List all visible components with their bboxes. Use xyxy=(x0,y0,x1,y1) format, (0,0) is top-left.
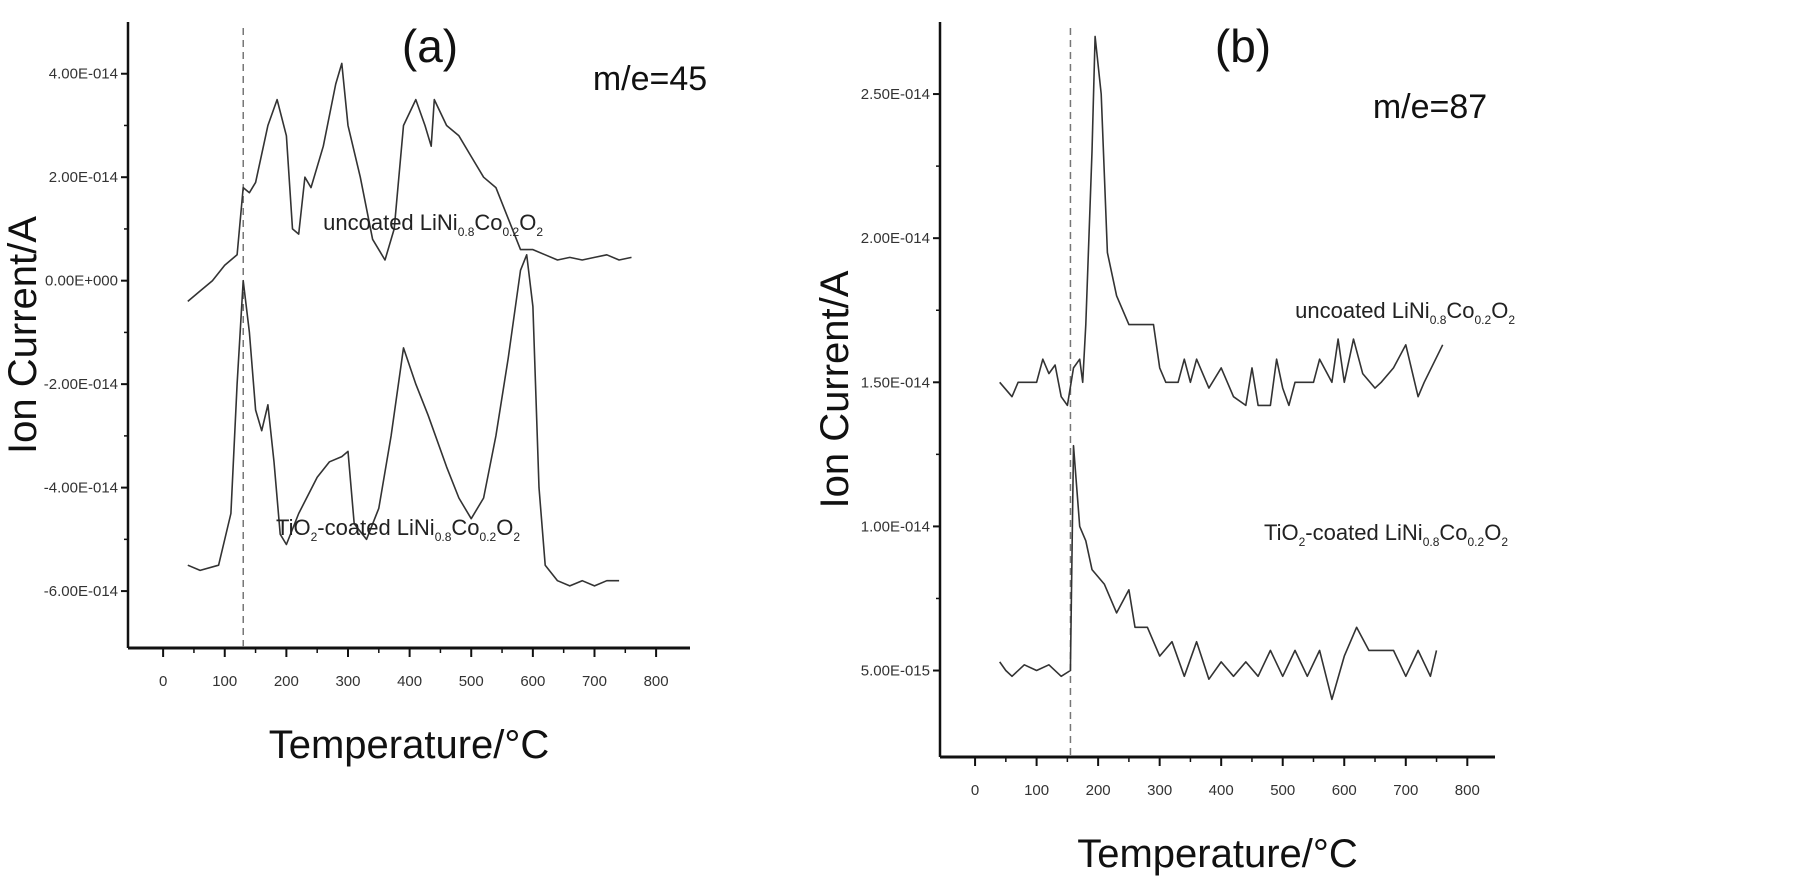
y-tick-label: 1.00E-014 xyxy=(861,518,930,535)
y-tick-label: -4.00E-014 xyxy=(44,480,118,497)
series-line-tio2-coated xyxy=(187,254,620,587)
y-axis-label: Ion Current/A xyxy=(1,216,45,454)
series-label-tio2-coated: TiO2-coated LiNi0.8Co0.2O2 xyxy=(1264,520,1508,549)
label-part: Co xyxy=(1446,298,1474,323)
series-line-uncoated xyxy=(999,35,1444,407)
label-part: TiO xyxy=(1264,520,1299,545)
label-part: 0.8 xyxy=(1423,535,1440,549)
panel-b: 0 100 200 300 400 500 600 700 800 2.50E-014 2.00E-… xyxy=(813,20,1515,876)
panel-label: (b) xyxy=(1215,20,1271,72)
label-part: O xyxy=(519,210,536,235)
label-part: uncoated LiNi xyxy=(323,210,458,235)
label-part: TiO xyxy=(276,515,311,540)
y-tick-label: 0.00E+000 xyxy=(45,273,118,290)
label-part: 2 xyxy=(1299,535,1306,549)
label-part: O xyxy=(1484,520,1501,545)
label-part: -coated LiNi xyxy=(1305,520,1422,545)
x-tick-label: 600 xyxy=(1332,782,1357,799)
label-part: uncoated LiNi xyxy=(1295,298,1430,323)
x-tick-label: 700 xyxy=(582,673,607,690)
x-tick-label: 500 xyxy=(1270,782,1295,799)
x-tick-label: 300 xyxy=(1147,782,1172,799)
y-tick-label: 2.00E-014 xyxy=(861,230,930,247)
series-label-uncoated: uncoated LiNi0.8Co0.2O2 xyxy=(1295,298,1515,327)
label-part: 0.2 xyxy=(1475,313,1492,327)
label-part: 2 xyxy=(311,530,318,544)
x-tick-label: 700 xyxy=(1393,782,1418,799)
y-axis-label: Ion Current/A xyxy=(813,270,857,508)
x-tick-label: 0 xyxy=(971,782,979,799)
y-tick-label: 2.00E-014 xyxy=(49,169,118,186)
x-tick-label: 100 xyxy=(1024,782,1049,799)
label-part: 0.8 xyxy=(435,530,452,544)
y-tick-label: 4.00E-014 xyxy=(49,66,118,83)
mass-annotation: m/e=87 xyxy=(1373,88,1487,126)
series-label-tio2-coated: TiO2-coated LiNi0.8Co0.2O2 xyxy=(276,515,520,544)
label-part: 0.2 xyxy=(503,225,520,239)
label-part: Co xyxy=(1439,520,1467,545)
label-part: Co xyxy=(451,515,479,540)
x-tick-label: 100 xyxy=(212,673,237,690)
x-tick-label: 600 xyxy=(520,673,545,690)
x-axis-label: Temperature/°C xyxy=(1077,832,1358,876)
x-axis-label: Temperature/°C xyxy=(269,723,550,767)
label-part: 2 xyxy=(1501,535,1508,549)
series-line-tio2-coated xyxy=(999,444,1438,701)
label-part: 0.2 xyxy=(1468,535,1485,549)
series-line-uncoated xyxy=(187,62,632,303)
y-tick-label: 1.50E-014 xyxy=(861,374,930,391)
x-tick-label: 200 xyxy=(1086,782,1111,799)
label-part: 0.8 xyxy=(458,225,475,239)
label-part: 0.2 xyxy=(480,530,497,544)
label-part: 2 xyxy=(513,530,520,544)
panel-a: 0 100 200 300 400 500 600 700 800 4.00E-014 2.00E-… xyxy=(1,20,707,767)
label-part: 0.8 xyxy=(1430,313,1447,327)
label-part: Co xyxy=(474,210,502,235)
x-tick-label: 300 xyxy=(335,673,360,690)
mass-annotation: m/e=45 xyxy=(593,60,707,98)
label-part: 2 xyxy=(536,225,543,239)
y-tick-label: -6.00E-014 xyxy=(44,583,118,600)
panel-label: (a) xyxy=(402,20,458,72)
label-part: 2 xyxy=(1508,313,1515,327)
x-tick-label: 800 xyxy=(1455,782,1480,799)
label-part: -coated LiNi xyxy=(317,515,434,540)
x-tick-label: 800 xyxy=(644,673,669,690)
label-part: O xyxy=(1491,298,1508,323)
x-tick-label: 500 xyxy=(459,673,484,690)
x-tick-label: 200 xyxy=(274,673,299,690)
label-part: O xyxy=(496,515,513,540)
series-label-uncoated: uncoated LiNi0.8Co0.2O2 xyxy=(323,210,543,239)
y-tick-label: -2.00E-014 xyxy=(44,376,118,393)
x-tick-label: 400 xyxy=(397,673,422,690)
y-tick-label: 2.50E-014 xyxy=(861,86,930,103)
y-tick-label: 5.00E-015 xyxy=(861,663,930,680)
x-tick-label: 400 xyxy=(1209,782,1234,799)
x-tick-label: 0 xyxy=(159,673,167,690)
